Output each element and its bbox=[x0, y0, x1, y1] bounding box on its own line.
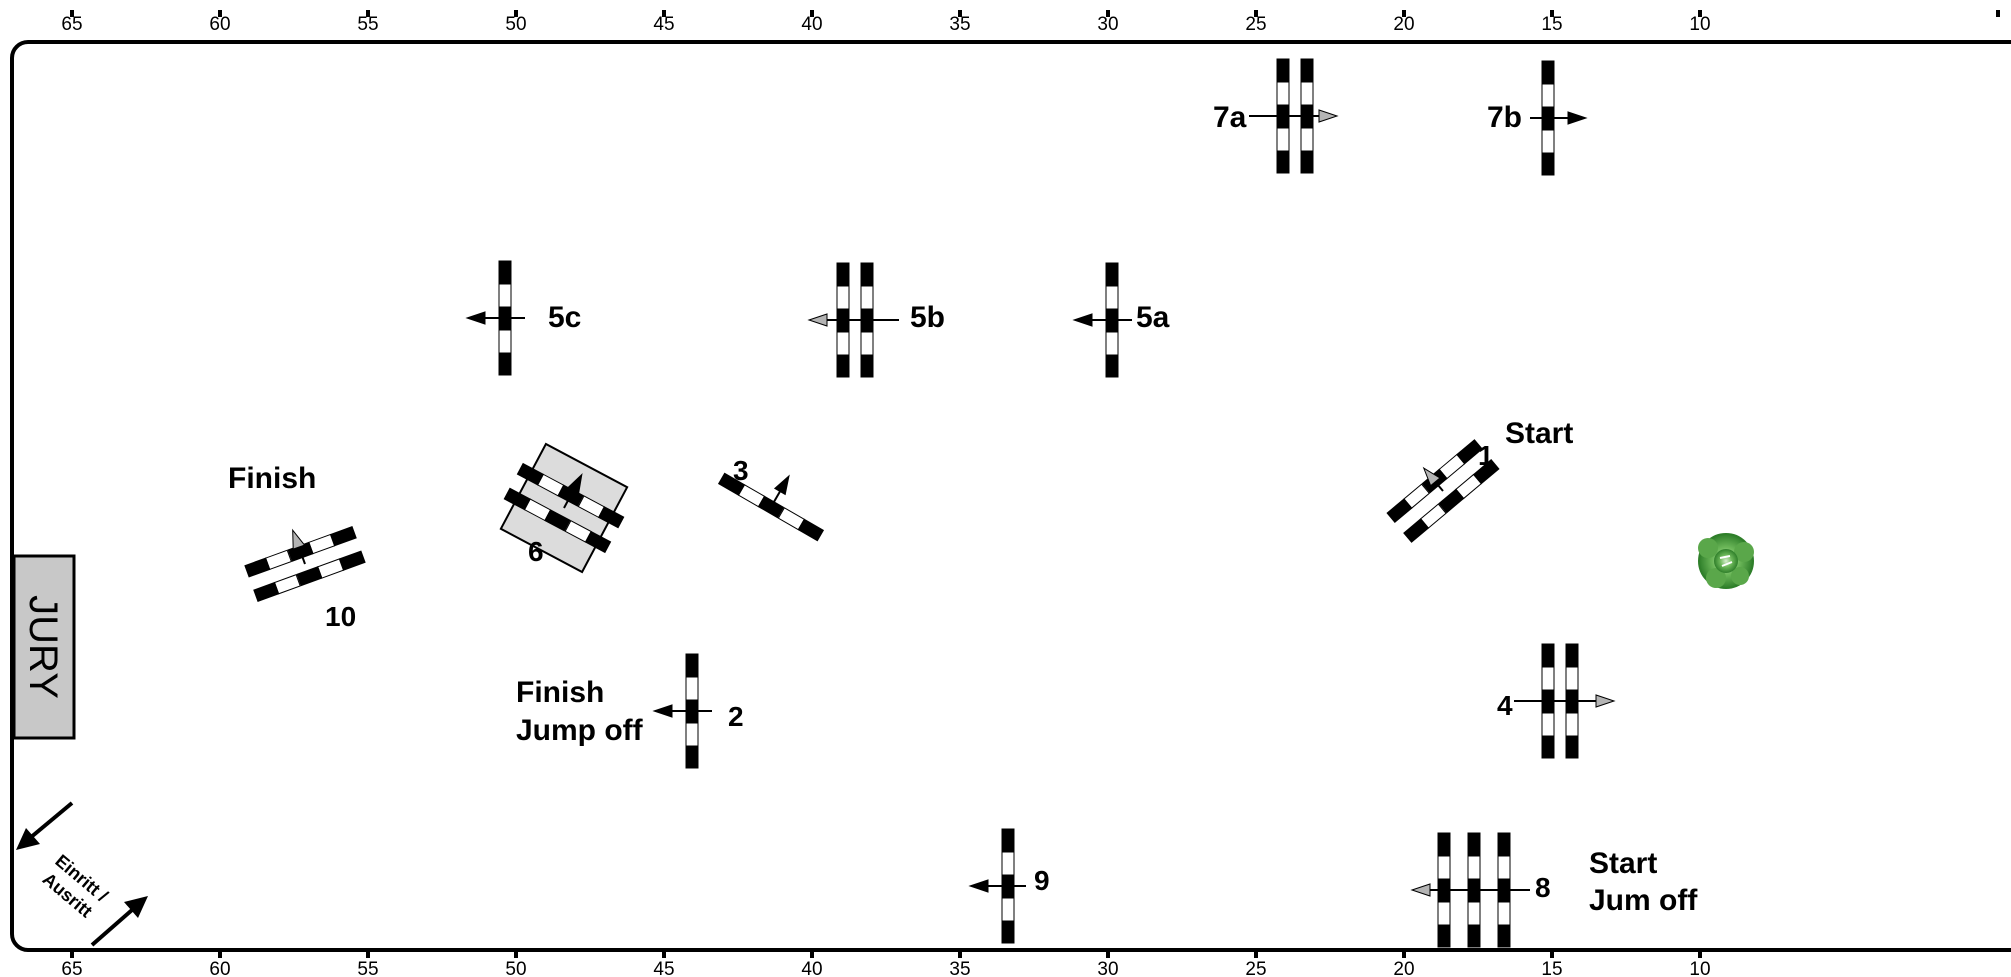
obstacle-label-9: 9 bbox=[1034, 865, 1050, 896]
obstacle-5b bbox=[807, 262, 899, 378]
obstacle-3 bbox=[717, 472, 825, 542]
direction-arrow-icon bbox=[1514, 694, 1616, 708]
direction-arrow-icon bbox=[563, 473, 583, 509]
direction-arrow-icon bbox=[968, 879, 1026, 893]
obstacle-10 bbox=[244, 526, 366, 602]
finish-jumpoff-label-2: Jump off bbox=[516, 714, 644, 747]
scale-top-tick-label: 40 bbox=[801, 14, 822, 35]
direction-arrow-icon bbox=[1072, 313, 1132, 327]
obstacle-7a bbox=[1249, 58, 1339, 174]
start-jumpoff-label-1: Start bbox=[1589, 847, 1657, 880]
scale-top-tick-label: 60 bbox=[209, 14, 230, 35]
scale-bottom-tick-label: 55 bbox=[357, 959, 378, 977]
scale-bottom-tick-label: 10 bbox=[1689, 959, 1710, 977]
direction-arrow-icon bbox=[652, 704, 712, 718]
scale-top-tick-label: 30 bbox=[1097, 14, 1118, 35]
scale-top-tick-label: 25 bbox=[1245, 14, 1266, 35]
obstacle-label-1: 1 bbox=[1478, 440, 1494, 471]
direction-arrow-icon bbox=[1530, 111, 1588, 125]
scale-bottom-tick-label: 65 bbox=[61, 959, 82, 977]
scale-top-tick-label: 35 bbox=[949, 14, 970, 35]
finish-jumpoff-label-1: Finish bbox=[516, 676, 604, 709]
obstacle-7b bbox=[1530, 60, 1588, 176]
start-label: Start bbox=[1505, 417, 1573, 450]
scale-top-tick-label: 65 bbox=[61, 14, 82, 35]
obstacle-5a bbox=[1072, 262, 1132, 378]
obstacle-label-2: 2 bbox=[728, 701, 744, 732]
scale-bottom-tick-label: 60 bbox=[209, 959, 230, 977]
entry-arrow-icon bbox=[124, 896, 148, 918]
obstacle-1 bbox=[1386, 439, 1500, 543]
scale-top: 65 60 55 50 45 40 35 30 25 20 15 10 bbox=[61, 10, 2000, 35]
tree-icon bbox=[1698, 533, 1754, 589]
scale-bottom-tick-label: 40 bbox=[801, 959, 822, 977]
direction-arrow-icon bbox=[767, 474, 790, 513]
direction-arrow-icon bbox=[1410, 883, 1530, 897]
entrance-exit: Einritt / Ausritt bbox=[16, 801, 148, 947]
finish-label: Finish bbox=[228, 462, 316, 495]
jury-label: JURY bbox=[21, 595, 65, 699]
obstacle-label-3: 3 bbox=[733, 455, 749, 486]
scale-bottom: 65 60 55 50 45 40 35 30 25 20 15 10 bbox=[61, 952, 1711, 977]
direction-arrow-icon bbox=[465, 311, 525, 325]
jury-box: JURY bbox=[12, 554, 76, 740]
scale-bottom-tick-label: 15 bbox=[1541, 959, 1562, 977]
scale-bottom-tick-label: 30 bbox=[1097, 959, 1118, 977]
obstacle-label-5a: 5a bbox=[1136, 301, 1170, 334]
obstacle-label-6: 6 bbox=[528, 536, 544, 567]
obstacle-label-8: 8 bbox=[1535, 872, 1551, 903]
obstacle-label-7a: 7a bbox=[1213, 101, 1247, 134]
obstacle-label-10: 10 bbox=[325, 601, 356, 632]
obstacle-label-7b: 7b bbox=[1487, 101, 1522, 134]
scale-bottom-tick-label: 35 bbox=[949, 959, 970, 977]
scale-top-tick-label: 15 bbox=[1541, 14, 1562, 35]
direction-arrow-icon bbox=[1249, 109, 1339, 123]
obstacle-2 bbox=[652, 653, 712, 769]
obstacle-9 bbox=[968, 828, 1026, 944]
scale-bottom-tick-label: 45 bbox=[653, 959, 674, 977]
scale-top-tick-label: 20 bbox=[1393, 14, 1414, 35]
direction-arrow-icon bbox=[807, 313, 899, 327]
obstacle-8 bbox=[1410, 832, 1530, 948]
exit-arrow-icon bbox=[16, 828, 40, 850]
start-jumpoff-label-2: Jum off bbox=[1589, 884, 1698, 917]
scale-bottom-tick-label: 20 bbox=[1393, 959, 1414, 977]
scale-top-tick-label: 10 bbox=[1689, 14, 1710, 35]
obstacle-6 bbox=[499, 442, 629, 574]
scale-bottom-tick-label: 50 bbox=[505, 959, 526, 977]
direction-arrow-icon bbox=[1422, 466, 1444, 492]
obstacle-5c bbox=[465, 260, 525, 376]
scale-top-tick-label: 55 bbox=[357, 14, 378, 35]
arena-border bbox=[10, 40, 2011, 952]
scale-top-tick-label: 45 bbox=[653, 14, 674, 35]
obstacle-label-5b: 5b bbox=[910, 301, 945, 334]
obstacle-label-5c: 5c bbox=[548, 301, 581, 334]
scale-bottom-tick-label: 25 bbox=[1245, 959, 1266, 977]
obstacle-4 bbox=[1514, 643, 1616, 759]
scale-top-tick-label: 50 bbox=[505, 14, 526, 35]
obstacle-label-4: 4 bbox=[1497, 690, 1513, 721]
direction-arrow-icon bbox=[292, 528, 306, 565]
